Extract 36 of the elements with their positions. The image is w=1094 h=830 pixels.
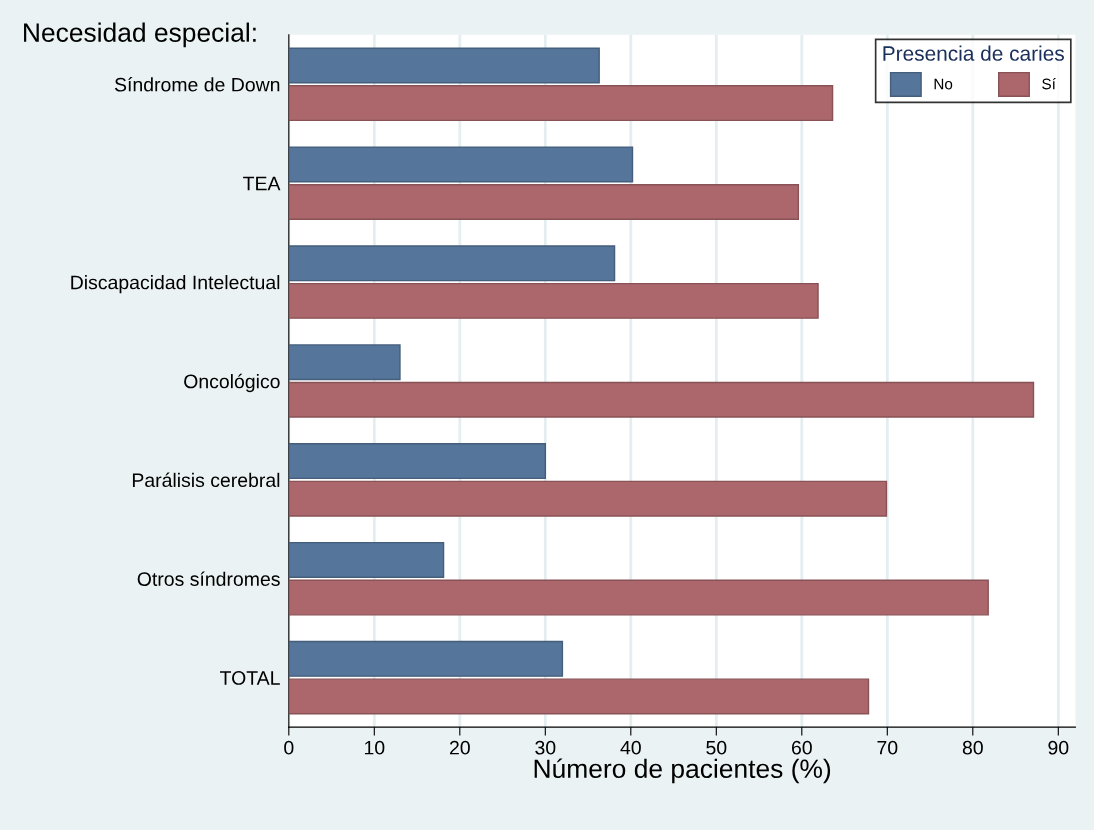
bar xyxy=(288,443,547,480)
bar xyxy=(288,344,401,381)
bar xyxy=(288,678,870,715)
x-tick-label: 90 xyxy=(1048,740,1069,755)
bar xyxy=(288,85,834,122)
x-tick-label: 80 xyxy=(962,740,983,755)
bar xyxy=(288,245,616,282)
bar xyxy=(288,480,888,517)
bar xyxy=(288,579,989,616)
x-tick-label: 70 xyxy=(877,740,898,755)
x-tick-label: 40 xyxy=(620,740,641,755)
x-tick-label: 0 xyxy=(284,740,294,755)
x-tick-label: 60 xyxy=(791,740,812,755)
y-tick-label: Parálisis cerebral xyxy=(132,472,280,488)
bar xyxy=(288,47,600,84)
bar xyxy=(288,184,800,220)
y-tick-label: Discapacidad Intelectual xyxy=(71,275,280,294)
bar xyxy=(288,640,564,677)
y-tick-label: Síndrome de Down xyxy=(114,77,280,92)
bar xyxy=(288,146,634,183)
bar xyxy=(288,541,445,578)
y-tick-label: Otros síndromes xyxy=(137,571,280,586)
x-tick-label: 10 xyxy=(364,740,385,755)
x-axis-title: Número de pacientes (%) xyxy=(534,758,831,784)
legend-label: Sí xyxy=(1042,78,1056,90)
bar xyxy=(288,381,1035,418)
bar xyxy=(288,282,819,319)
legend-label: No xyxy=(934,78,953,90)
y-tick-label: Oncológico xyxy=(184,373,280,393)
y-tick-label: TOTAL xyxy=(220,671,280,685)
y-tick-label: TEA xyxy=(243,176,281,191)
x-tick-label: 30 xyxy=(535,740,556,755)
x-tick-label: 50 xyxy=(706,740,727,755)
x-tick-label: 20 xyxy=(449,740,470,755)
y-axis-title: Necesidad especial: xyxy=(24,22,256,48)
legend-title: Presencia de caries xyxy=(883,45,1064,61)
